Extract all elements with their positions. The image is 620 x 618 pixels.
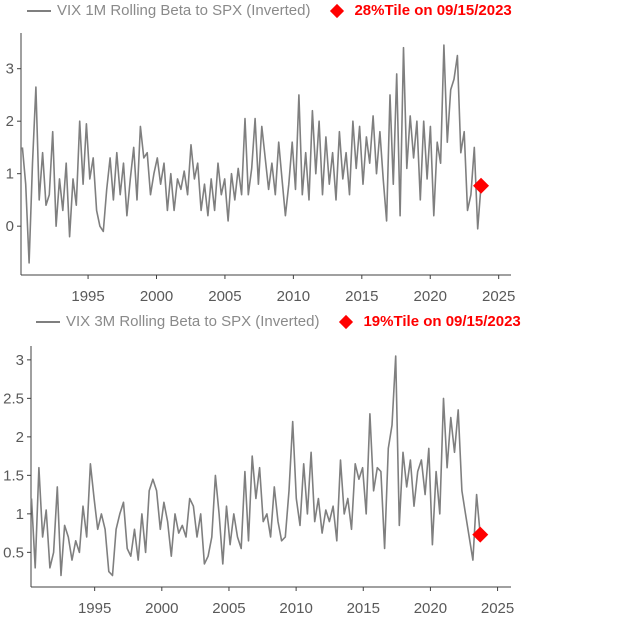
legend-line-swatch	[27, 9, 51, 12]
latest-value-marker	[473, 177, 490, 194]
y-tick-label: 0.5	[3, 544, 24, 561]
x-tick-label: 2000	[145, 600, 178, 617]
y-tick-label: 1	[6, 166, 14, 183]
y-tick-label: 2	[6, 113, 14, 130]
x-tick-label: 2015	[345, 288, 378, 305]
x-tick-label: 2000	[140, 288, 173, 305]
y-tick-label: 3	[16, 352, 24, 369]
y-tick-label: 1	[16, 506, 24, 523]
legend-marker-label: 28%Tile on 09/15/2023	[354, 2, 512, 19]
chart-1m-beta: 0 1 2 3 1995 2000 2005 2010 2015 2020 2025	[6, 33, 515, 305]
x-tick-label: 1995	[71, 288, 104, 305]
y-tick-label: 1.5	[3, 467, 24, 484]
y-tick-label: 0	[6, 218, 14, 235]
x-tick-label: 2025	[482, 288, 515, 305]
x-tick-label: 2020	[414, 288, 447, 305]
legend-series-label: VIX 3M Rolling Beta to SPX (Inverted)	[66, 313, 320, 330]
x-tick-label: 2010	[277, 288, 310, 305]
x-tick-label: 2005	[208, 288, 241, 305]
y-tick-label: 2.5	[3, 390, 24, 407]
series-line	[21, 44, 482, 264]
x-tick-label: 2020	[414, 600, 447, 617]
legend-series-label: VIX 1M Rolling Beta to SPX (Inverted)	[57, 2, 311, 19]
y-tick-label: 2	[16, 429, 24, 446]
latest-value-marker	[472, 526, 489, 543]
y-tick-label: 3	[6, 61, 14, 78]
x-tick-label: 1995	[78, 600, 111, 617]
chart-3m-beta: 0.5 1 1.5 2 2.5 3 1995 2000 2005 2010 2015 2020 2025	[3, 346, 514, 617]
x-tick-label: 2015	[347, 600, 380, 617]
legend-bottom: VIX 3M Rolling Beta to SPX (Inverted) 19…	[36, 313, 521, 330]
legend-top: VIX 1M Rolling Beta to SPX (Inverted) 28…	[27, 2, 512, 19]
x-tick-label: 2005	[212, 600, 245, 617]
series-line	[30, 355, 481, 577]
x-tick-label: 2010	[279, 600, 312, 617]
x-tick-label: 2025	[481, 600, 514, 617]
legend-line-swatch	[36, 320, 60, 323]
legend-marker-label: 19%Tile on 09/15/2023	[363, 313, 521, 330]
